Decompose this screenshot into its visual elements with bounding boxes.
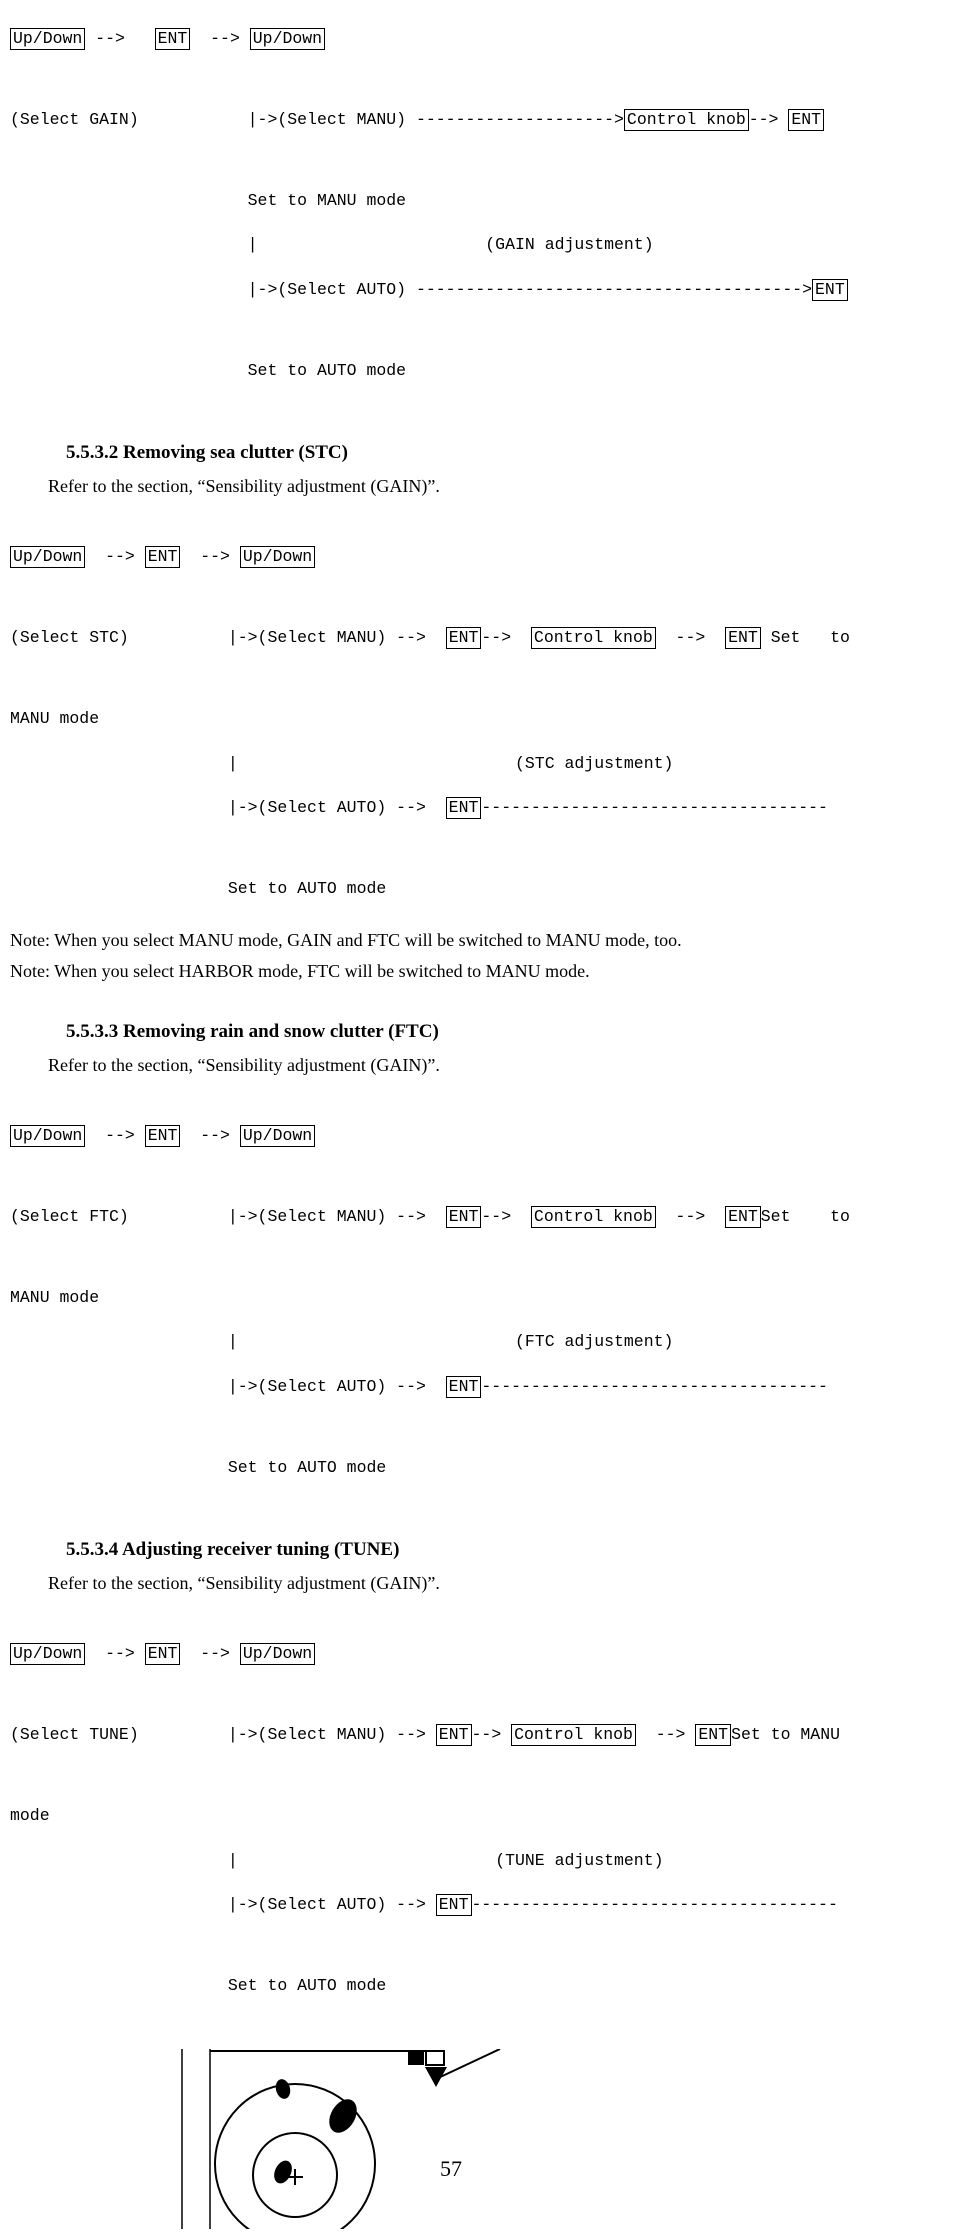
key-updown: Up/Down: [240, 1125, 315, 1147]
key-ent: ENT: [145, 1125, 181, 1147]
key-updown: Up/Down: [240, 546, 315, 568]
set-manu-label: Set to MANU mode: [248, 191, 406, 210]
key-ent: ENT: [145, 1643, 181, 1665]
row: Up/Down --> ENT --> Up/Down: [10, 546, 964, 568]
page-number: 57: [440, 2154, 462, 2184]
key-updown: Up/Down: [10, 546, 85, 568]
key-updown: Up/Down: [240, 1643, 315, 1665]
diagram-tune: Up/Down --> ENT --> Up/Down (Select TUNE…: [10, 1621, 964, 2019]
row: |->(Select AUTO) --> ENT----------------…: [10, 797, 964, 819]
set-auto-label: Set to AUTO mode: [228, 1458, 386, 1477]
row: | (TUNE adjustment): [10, 1850, 964, 1872]
row: MANU mode: [10, 1287, 964, 1309]
refer-tune: Refer to the section, “Sensibility adjus…: [48, 1571, 964, 1595]
row: Up/Down --> ENT --> Up/Down: [10, 28, 964, 50]
heading-tune: 5.5.3.4 Adjusting receiver tuning (TUNE): [66, 1537, 964, 1563]
set-auto-label: Set to AUTO mode: [228, 1976, 386, 1995]
key-ent: ENT: [788, 109, 824, 131]
row: Up/Down --> ENT --> Up/Down: [10, 1125, 964, 1147]
row: Set to AUTO mode: [10, 878, 964, 900]
adj-label: (FTC adjustment): [515, 1332, 673, 1351]
select-label: (Select TUNE): [10, 1725, 139, 1744]
select-label: (Select STC): [10, 628, 129, 647]
key-ent: ENT: [436, 1894, 472, 1916]
row: (Select STC) |->(Select MANU) --> ENT-->…: [10, 627, 964, 649]
key-updown: Up/Down: [10, 1125, 85, 1147]
row: MANU mode: [10, 708, 964, 730]
diagram-ftc: Up/Down --> ENT --> Up/Down (Select FTC)…: [10, 1103, 964, 1501]
note-1: Note: When you select MANU mode, GAIN an…: [10, 928, 964, 952]
diagram-stc: Up/Down --> ENT --> Up/Down (Select STC)…: [10, 524, 964, 922]
key-control-knob: Control knob: [531, 627, 656, 649]
row: mode: [10, 1805, 964, 1827]
control-knob-figure: 57: [180, 2049, 540, 2229]
heading-ftc: 5.5.3.3 Removing rain and snow clutter (…: [66, 1019, 964, 1045]
select-label: (Select GAIN): [10, 110, 139, 129]
key-ent: ENT: [446, 797, 482, 819]
key-ent: ENT: [725, 627, 761, 649]
row: Set to AUTO mode: [10, 360, 964, 382]
trail: Set to: [771, 628, 850, 647]
diagram-gain: Up/Down --> ENT --> Up/Down (Select GAIN…: [10, 6, 964, 404]
row: |->(Select AUTO) --> ENT----------------…: [10, 1376, 964, 1398]
refer-stc: Refer to the section, “Sensibility adjus…: [48, 474, 964, 498]
set-auto-label: Set to AUTO mode: [228, 879, 386, 898]
key-control-knob: Control knob: [531, 1206, 656, 1228]
row: Up/Down --> ENT --> Up/Down: [10, 1643, 964, 1665]
adj-label: (GAIN adjustment): [485, 235, 653, 254]
trail2: mode: [10, 1806, 50, 1825]
row: Set to AUTO mode: [10, 1457, 964, 1479]
key-ent: ENT: [446, 627, 482, 649]
key-control-knob: Control knob: [511, 1724, 636, 1746]
key-ent: ENT: [155, 28, 191, 50]
row: | (FTC adjustment): [10, 1331, 964, 1353]
row: Set to AUTO mode: [10, 1975, 964, 1997]
key-updown: Up/Down: [250, 28, 325, 50]
key-ent: ENT: [145, 546, 181, 568]
refer-ftc: Refer to the section, “Sensibility adjus…: [48, 1053, 964, 1077]
row: (Select GAIN) |->(Select MANU) ---------…: [10, 109, 964, 131]
key-updown: Up/Down: [10, 1643, 85, 1665]
row: (Select FTC) |->(Select MANU) --> ENT-->…: [10, 1206, 964, 1228]
key-ent: ENT: [446, 1376, 482, 1398]
row: |->(Select AUTO) --> ENT----------------…: [10, 1894, 964, 1916]
row: |->(Select AUTO) -----------------------…: [10, 279, 964, 301]
key-updown: Up/Down: [10, 28, 85, 50]
key-ent: ENT: [446, 1206, 482, 1228]
key-ent: ENT: [436, 1724, 472, 1746]
adj-label: (STC adjustment): [515, 754, 673, 773]
key-ent: ENT: [725, 1206, 761, 1228]
row: | (STC adjustment): [10, 753, 964, 775]
key-control-knob: Control knob: [624, 109, 749, 131]
key-ent: ENT: [695, 1724, 731, 1746]
set-auto-label: Set to AUTO mode: [248, 361, 406, 380]
trail2: MANU mode: [10, 709, 99, 728]
adj-label: (TUNE adjustment): [495, 1851, 663, 1870]
trail: Set to MANU: [731, 1725, 840, 1744]
row: Set to MANU mode: [10, 190, 964, 212]
trail2: MANU mode: [10, 1288, 99, 1307]
heading-stc: 5.5.3.2 Removing sea clutter (STC): [66, 440, 964, 466]
select-label: (Select FTC): [10, 1207, 129, 1226]
row: (Select TUNE) |->(Select MANU) --> ENT--…: [10, 1724, 964, 1746]
knob-svg: [180, 2049, 540, 2229]
key-ent: ENT: [812, 279, 848, 301]
trail: Set to: [761, 1207, 850, 1226]
row: | (GAIN adjustment): [10, 234, 964, 256]
note-2: Note: When you select HARBOR mode, FTC w…: [10, 959, 964, 983]
